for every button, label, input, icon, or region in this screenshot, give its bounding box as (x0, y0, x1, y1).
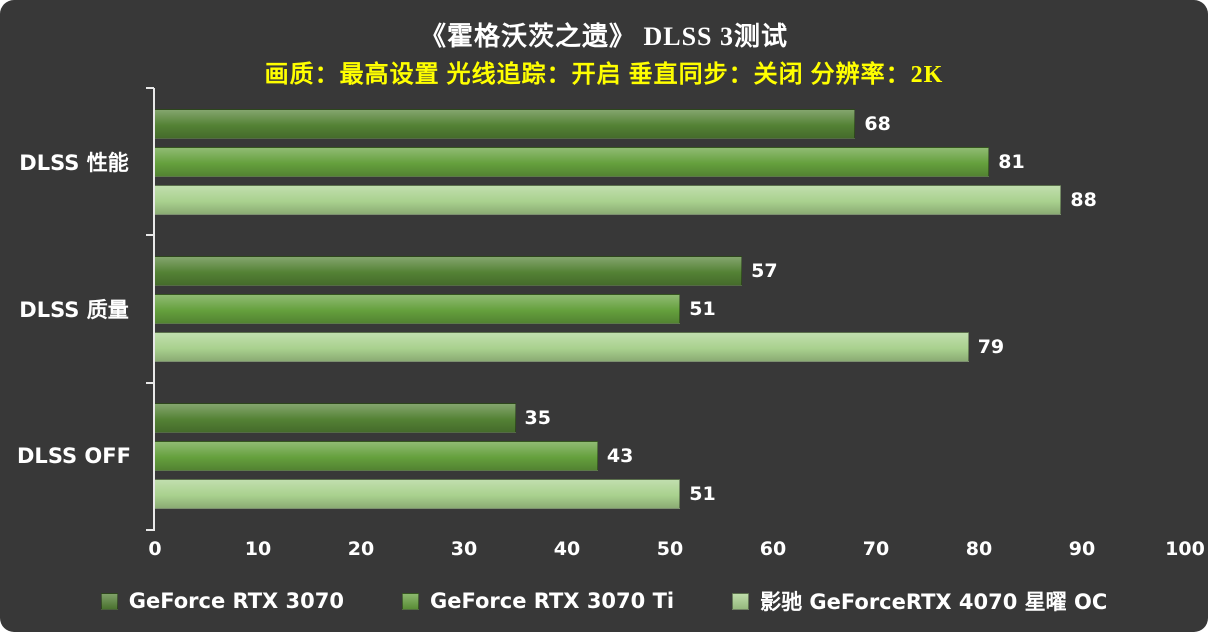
legend-item: GeForce RTX 3070 (100, 589, 344, 613)
plot-area: 68 81 88 57 51 79 35 43 51 (155, 88, 1185, 530)
bar (155, 146, 990, 177)
value-label: 57 (751, 259, 778, 282)
value-label: 51 (689, 297, 716, 320)
x-tick-label: 40 (553, 538, 581, 560)
legend-swatch (100, 592, 118, 610)
x-tick-label: 100 (1165, 538, 1205, 560)
y-axis-tick (146, 234, 154, 237)
value-label: 35 (524, 407, 551, 430)
legend-item: GeForce RTX 3070 Ti (402, 589, 674, 613)
bar-row: 57 (155, 255, 1185, 286)
value-label: 51 (689, 483, 716, 506)
y-axis-line (153, 88, 155, 531)
x-tick-label: 80 (965, 538, 993, 560)
bar (155, 184, 1062, 215)
bar-row: 51 (155, 293, 1185, 324)
bar (155, 108, 856, 139)
category-label: DLSS OFF (17, 444, 131, 469)
legend-label: GeForce RTX 3070 Ti (430, 589, 675, 613)
bar-row: 79 (155, 331, 1185, 362)
x-tick-label: 50 (656, 538, 684, 560)
value-label: 88 (1070, 188, 1097, 211)
chart-title: 《霍格沃茨之遗》 DLSS 3测试 (419, 22, 789, 51)
y-axis-tick (146, 381, 154, 384)
bar (155, 441, 598, 472)
x-tick-label: 90 (1068, 538, 1096, 560)
x-tick-label: 70 (862, 538, 890, 560)
x-tick-label: 20 (347, 538, 375, 560)
category-band: 68 81 88 (155, 88, 1185, 235)
bar (155, 403, 516, 434)
bar-row: 35 (155, 403, 1185, 434)
x-tick-label: 60 (759, 538, 787, 560)
bar (155, 255, 743, 286)
legend-label: 影驰 GeForceRTX 4070 星曜 OC (760, 590, 1108, 614)
category-band: 35 43 51 (155, 383, 1185, 530)
bar (155, 331, 969, 362)
x-tick-label: 0 (148, 538, 162, 560)
legend: GeForce RTX 3070 GeForce RTX 3070 Ti 影驰 Ge… (0, 586, 1208, 616)
bar-row: 88 (155, 184, 1185, 215)
y-axis-tick (146, 87, 154, 89)
bar-row: 68 (155, 108, 1185, 139)
legend-item: 影驰 GeForceRTX 4070 星曜 OC (732, 586, 1107, 616)
bar-row: 81 (155, 146, 1185, 177)
bar-row: 51 (155, 479, 1185, 510)
value-label: 43 (606, 445, 634, 468)
chart-subtitle: 画质：最高设置 光线追踪：开启 垂直同步：关闭 分辨率：2K (264, 62, 944, 88)
value-label: 68 (864, 112, 891, 135)
x-tick-label: 10 (244, 538, 272, 560)
bar (155, 293, 681, 324)
category-band: 57 51 79 (155, 235, 1185, 382)
y-axis-tick (146, 529, 154, 531)
value-label: 81 (998, 150, 1025, 173)
bar (155, 479, 681, 510)
x-axis: 0 10 20 30 40 50 60 70 80 90 100 (148, 538, 1204, 564)
legend-swatch (732, 592, 750, 610)
category-label: DLSS 性能 (19, 150, 129, 175)
value-label: 79 (977, 335, 1005, 358)
x-tick-label: 30 (450, 538, 478, 560)
legend-swatch (402, 592, 419, 610)
legend-label: GeForce RTX 3070 (128, 589, 344, 613)
bar-row: 43 (155, 441, 1185, 472)
category-label: DLSS 质量 (19, 297, 129, 322)
